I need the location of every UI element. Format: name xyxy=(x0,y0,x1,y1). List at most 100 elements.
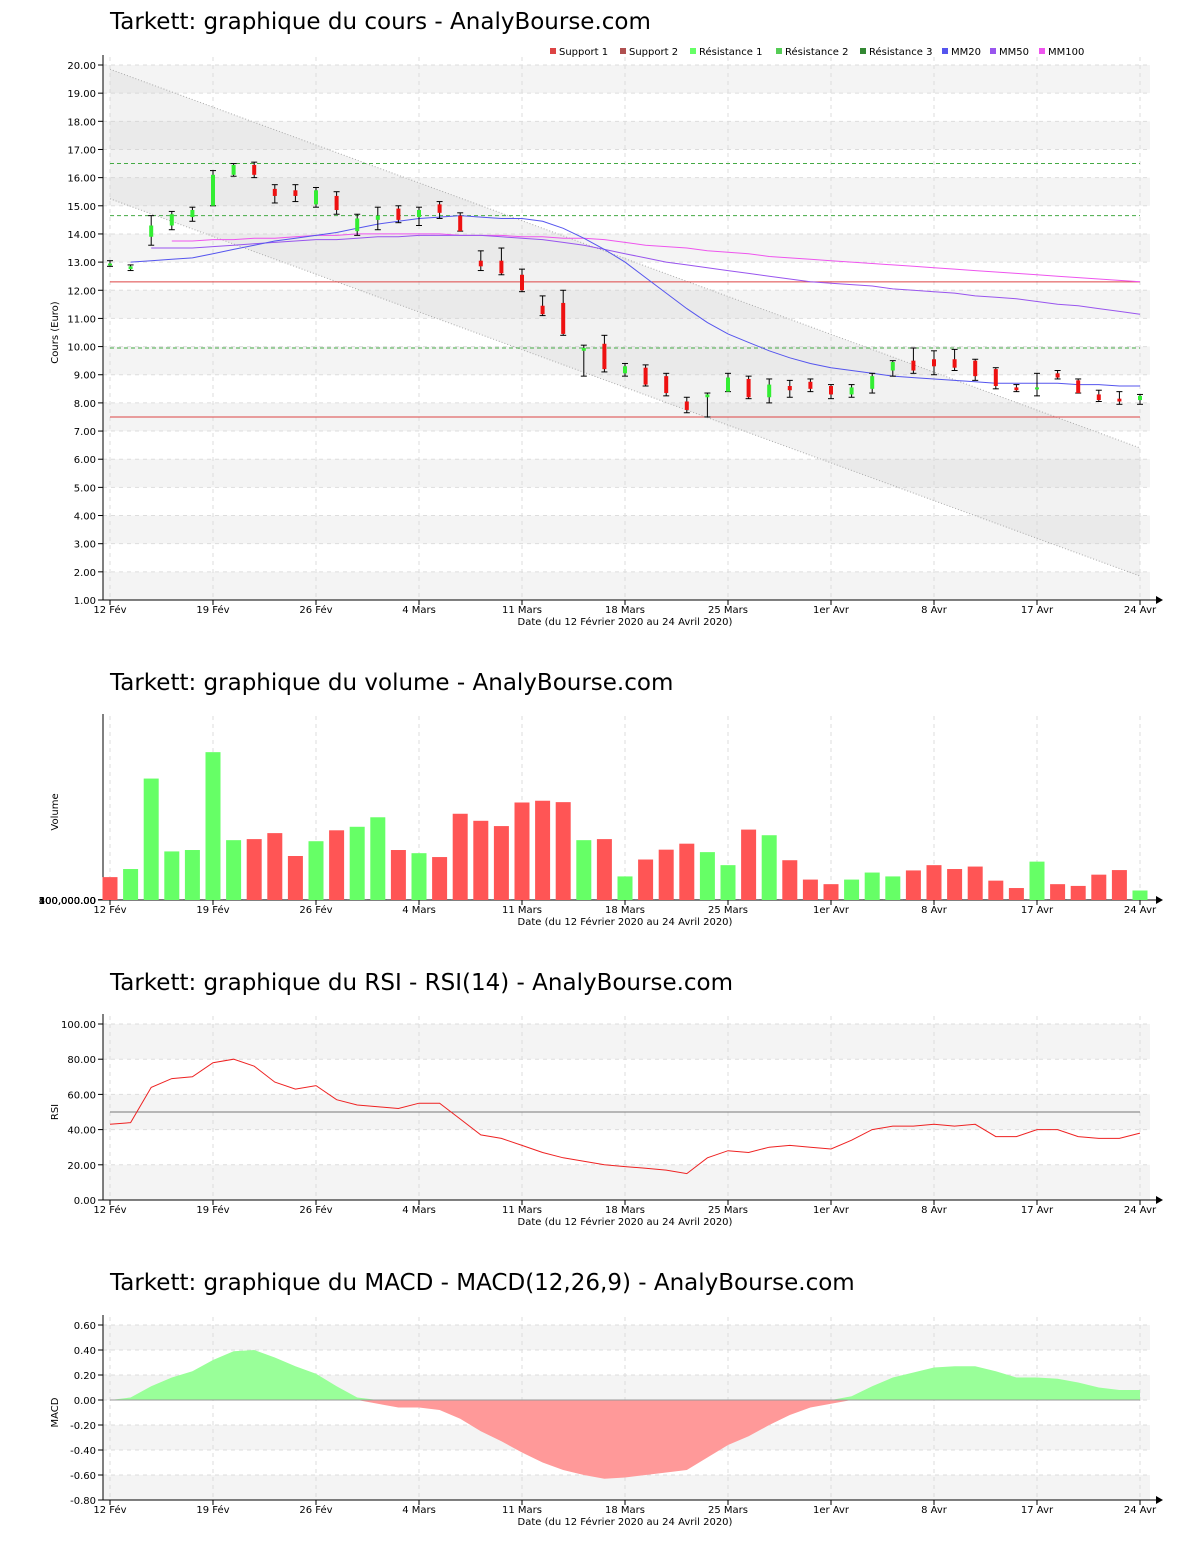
price-y-tick-label: 12.00 xyxy=(67,286,96,297)
legend-swatch xyxy=(942,48,948,54)
rsi-x-tick-label: 4 Mars xyxy=(402,1205,436,1216)
volume-y-tick-label: 300,000.00 xyxy=(39,896,96,907)
candle-body xyxy=(952,359,957,368)
volume-bar xyxy=(123,869,139,900)
candle-body xyxy=(334,195,339,211)
volume-bar xyxy=(596,839,612,900)
volume-y-tick-label: 0.00 xyxy=(74,896,96,907)
price-x-tick-label: 25 Mars xyxy=(708,605,748,616)
price-y-tick-label: 3.00 xyxy=(74,540,96,551)
volume-bar xyxy=(1132,890,1148,900)
volume-bar xyxy=(638,859,654,900)
price-x-axis-arrow xyxy=(1156,596,1163,604)
volume-chart-title: Tarkett: graphique du volume - AnalyBour… xyxy=(110,670,674,696)
candle-body xyxy=(1096,394,1101,401)
price-y-tick-label: 8.00 xyxy=(74,399,96,410)
macd-x-tick-label: 12 Fév xyxy=(93,1504,126,1516)
candle-body xyxy=(746,378,751,398)
legend-label: Résistance 1 xyxy=(699,46,762,58)
rsi-x-tick-label: 26 Fév xyxy=(299,1204,332,1216)
volume-bar xyxy=(432,857,448,900)
volume-bar xyxy=(535,800,551,900)
macd-y-tick-label: -0.40 xyxy=(70,1446,96,1457)
price-x-tick-label: 19 Fév xyxy=(196,604,229,616)
legend-label: MM100 xyxy=(1048,47,1084,58)
macd-y-tick-label: 0.40 xyxy=(74,1346,96,1357)
candle-body xyxy=(808,381,813,389)
candle-body xyxy=(932,359,936,367)
volume-bar xyxy=(576,840,592,900)
price-y-tick-label: 5.00 xyxy=(74,483,96,494)
rsi-x-tick-label: 8 Avr xyxy=(921,1205,948,1216)
candle-body xyxy=(726,377,730,392)
candle-body xyxy=(1076,380,1081,394)
volume-bar xyxy=(1091,874,1107,900)
candle-body xyxy=(149,225,154,237)
volume-x-axis-arrow xyxy=(1156,896,1163,904)
price-y-tick-label: 10.00 xyxy=(67,343,96,354)
candle-body xyxy=(540,305,545,315)
candle-body xyxy=(252,164,257,175)
candle-body xyxy=(211,174,215,206)
volume-bar xyxy=(226,840,242,900)
macd-y-tick-label: -0.20 xyxy=(70,1421,96,1432)
volume-y-tick-label: 100,000.00 xyxy=(39,896,96,907)
candle-body xyxy=(1014,387,1019,391)
legend-label: Résistance 2 xyxy=(785,46,848,58)
candle-body xyxy=(829,386,833,395)
macd-chart-panel: Tarkett: graphique du MACD - MACD(12,26,… xyxy=(0,1260,1200,1550)
volume-bar xyxy=(102,877,118,900)
candle-body xyxy=(231,164,236,175)
price-y-tick-label: 18.00 xyxy=(67,117,96,128)
rsi-y-tick-label: 40.00 xyxy=(67,1126,96,1137)
volume-bar xyxy=(844,879,860,900)
volume-bar xyxy=(390,850,406,900)
price-band xyxy=(103,515,1150,544)
price-y-tick-label: 20.00 xyxy=(67,61,96,72)
rsi-chart-panel: Tarkett: graphique du RSI - RSI(14) - An… xyxy=(0,960,1200,1240)
volume-x-tick-label: 17 Avr xyxy=(1021,905,1054,916)
price-y-axis-label: Cours (Euro) xyxy=(50,301,61,364)
candle-body xyxy=(293,190,298,196)
price-y-tick-label: 9.00 xyxy=(74,371,96,382)
price-y-tick-label: 15.00 xyxy=(67,202,96,213)
candle-body xyxy=(272,188,277,196)
volume-bar xyxy=(164,851,180,900)
volume-x-tick-label: 8 Avr xyxy=(921,905,948,916)
rsi-x-tick-label: 17 Avr xyxy=(1021,1205,1054,1216)
rsi-x-tick-label: 1er Avr xyxy=(813,1205,850,1216)
macd-x-axis-arrow xyxy=(1156,1496,1163,1504)
macd-x-tick-label: 25 Mars xyxy=(708,1505,748,1516)
candle-body xyxy=(396,208,401,220)
volume-bar xyxy=(205,752,221,900)
rsi-x-tick-label: 18 Mars xyxy=(605,1205,645,1216)
volume-bar xyxy=(452,813,468,900)
rsi-chart-title: Tarkett: graphique du RSI - RSI(14) - An… xyxy=(110,970,734,996)
macd-x-tick-label: 24 Avr xyxy=(1124,1505,1157,1516)
macd-y-axis-label: MACD xyxy=(50,1397,61,1427)
volume-bar xyxy=(658,849,674,900)
volume-bar xyxy=(349,826,365,900)
rsi-y-tick-label: 0.00 xyxy=(74,1196,96,1207)
volume-bar xyxy=(864,872,880,900)
volume-x-tick-label: 18 Mars xyxy=(605,905,645,916)
candle-body xyxy=(375,215,380,220)
legend-swatch xyxy=(1039,48,1045,54)
candle-body xyxy=(684,401,689,410)
price-x-tick-label: 26 Fév xyxy=(299,604,332,616)
volume-chart: 500,000.00400,000.00300,000.00200,000.00… xyxy=(39,714,1163,928)
candle-body xyxy=(767,384,772,398)
candle-body xyxy=(849,387,854,395)
price-x-tick-label: 24 Avr xyxy=(1124,605,1157,616)
mm50-line xyxy=(151,234,1141,315)
volume-x-tick-label: 12 Fév xyxy=(93,904,126,916)
rsi-y-axis-label: RSI xyxy=(50,1104,61,1120)
macd-x-tick-label: 26 Fév xyxy=(299,1504,332,1516)
candle-body xyxy=(973,360,978,377)
price-x-tick-label: 11 Mars xyxy=(502,605,542,616)
candle-body xyxy=(520,274,524,291)
price-chart-panel: Tarkett: graphique du cours - AnalyBours… xyxy=(0,0,1200,640)
price-x-tick-label: 18 Mars xyxy=(605,605,645,616)
volume-bar xyxy=(967,866,983,900)
